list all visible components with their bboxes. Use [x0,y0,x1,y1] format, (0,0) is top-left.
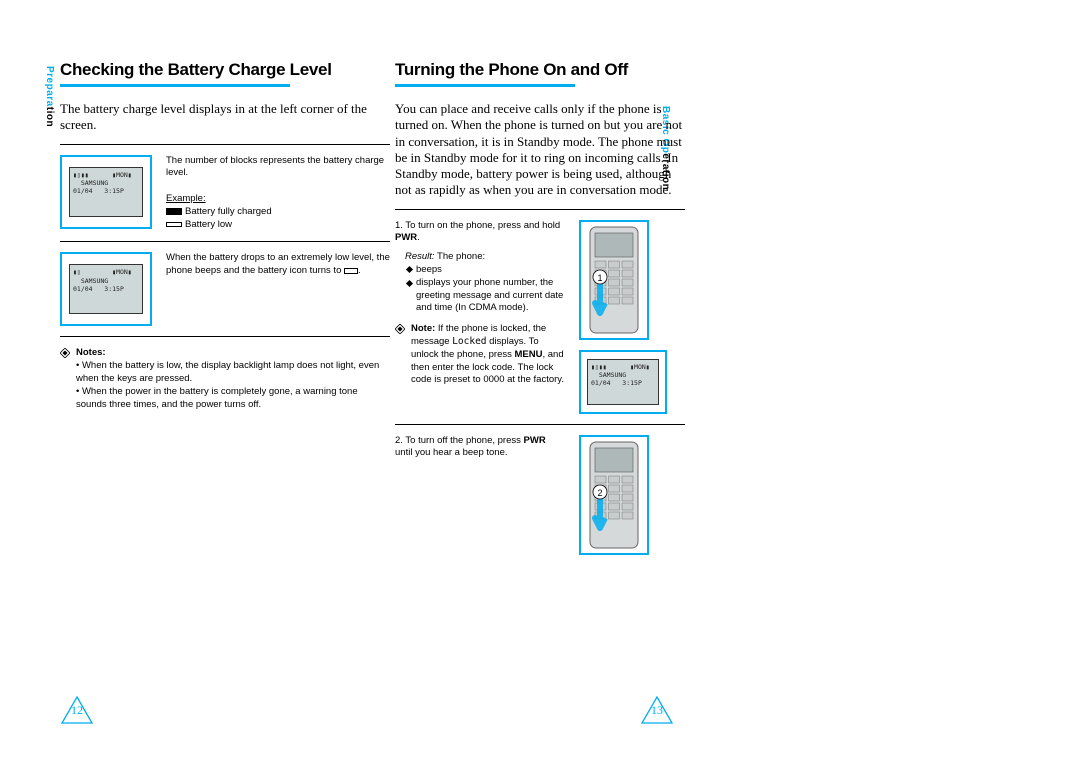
phone-thumb: 2 [579,435,649,555]
tab-cyan-part: Prepara [44,66,55,107]
battery-full-text: The number of blocks represents the batt… [166,155,390,232]
row-step2: 2. To turn off the phone, press PWR unti… [395,435,685,555]
note-diamond-icon [60,348,70,358]
lcd-thumb-low: ▮▯ ▮MON▮ SAMSUNG 01/04 3:15P [60,252,152,326]
separator [395,424,685,425]
lcd-thumb-full: ▮▯▮▮ ▮MON▮ SAMSUNG 01/04 3:15P [60,155,152,229]
intro-right: You can place and receive calls only if … [395,101,685,199]
heading-right: Turning the Phone On and Off [395,60,685,80]
row-battery-low: ▮▯ ▮MON▮ SAMSUNG 01/04 3:15P When the ba… [60,252,390,326]
phone-illustration: 2 [584,440,644,550]
charge-desc: The number of blocks represents the batt… [166,155,390,181]
lcd-screen: ▮▯ ▮MON▮ SAMSUNG 01/04 3:15P [69,264,143,314]
page-right: Turning the Phone On and Off You can pla… [395,60,685,565]
notes-content: Notes: When the battery is low, the disp… [76,347,390,411]
battery-low-line: Battery low [166,219,390,232]
pagenum-right: 13 [640,695,674,725]
pagenum-text: 12 [60,703,94,718]
tab-black-part: tion [44,107,55,127]
battery-low-icon [166,222,182,227]
step1-line: 1. To turn on the phone, press and hold … [395,220,565,246]
example-label: Example: [166,193,390,206]
step1-result: Result: The phone: [395,251,565,264]
heading-underline [395,84,575,87]
step1-text: 1. To turn on the phone, press and hold … [395,220,565,414]
battery-full-line: Battery fully charged [166,206,390,219]
svg-text:1: 1 [597,273,602,283]
heading-left: Checking the Battery Charge Level [60,60,390,80]
pagenum-left: 12 [60,695,94,725]
pagenum-text: 13 [640,703,674,718]
heading-underline [60,84,290,87]
note-diamond-icon [395,324,405,334]
note-lock: Note: If the phone is locked, the messag… [395,323,565,387]
separator [60,336,390,337]
note-item: When the power in the battery is complet… [76,386,390,412]
separator [60,144,390,145]
step2-text: 2. To turn off the phone, press PWR unti… [395,435,565,555]
notes-label: Notes: [76,347,390,360]
lcd-screen: ▮▯▮▮ ▮MON▮ SAMSUNG 01/04 3:15P [69,167,143,217]
page-left: Checking the Battery Charge Level The ba… [60,60,390,411]
separator [60,241,390,242]
diamond-bullet-icon [406,280,413,287]
svg-text:2: 2 [597,488,602,498]
row-battery-full: ▮▯▮▮ ▮MON▮ SAMSUNG 01/04 3:15P The numbe… [60,155,390,232]
step1-bullet: beeps [395,264,565,277]
note-item: When the battery is low, the display bac… [76,360,390,386]
battery-low-text: When the battery drops to an extremely l… [166,252,390,326]
separator [395,209,685,210]
diamond-bullet-icon [406,266,413,273]
intro-left: The battery charge level displays in at … [60,101,390,134]
row-step1: 1. To turn on the phone, press and hold … [395,220,685,414]
notes-block: Notes: When the battery is low, the disp… [60,347,390,411]
lcd-thumb: ▮▯▮▮ ▮MON▮ SAMSUNG 01/04 3:15P [579,350,667,414]
note-lock-text: Note: If the phone is locked, the messag… [411,323,565,387]
battery-full-icon [166,208,182,215]
step1-thumbs: 1 ▮▯▮▮ ▮MON▮ SAMSUNG 01/04 3:15P [579,220,667,414]
side-tab-preparation: Preparation [44,66,55,127]
battery-empty-icon [344,268,358,274]
phone-illustration: 1 [584,225,644,335]
phone-thumb: 1 [579,220,649,340]
lcd-screen: ▮▯▮▮ ▮MON▮ SAMSUNG 01/04 3:15P [587,359,659,405]
step1-bullet: displays your phone number, the greeting… [395,277,565,315]
